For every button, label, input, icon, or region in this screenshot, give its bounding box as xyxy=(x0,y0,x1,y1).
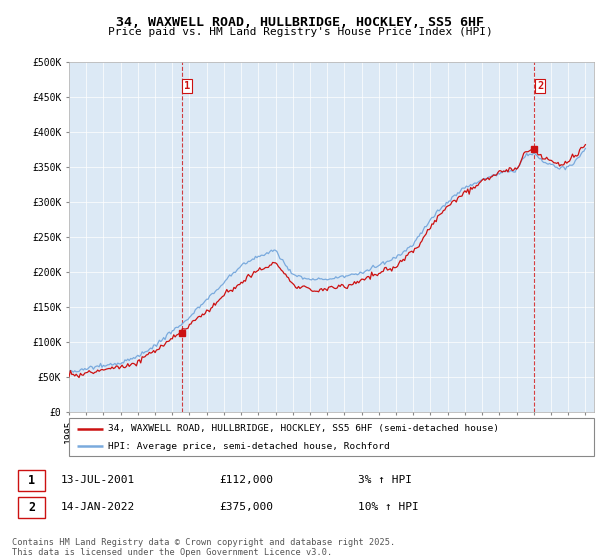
Text: 1: 1 xyxy=(184,81,190,91)
Text: 34, WAXWELL ROAD, HULLBRIDGE, HOCKLEY, SS5 6HF: 34, WAXWELL ROAD, HULLBRIDGE, HOCKLEY, S… xyxy=(116,16,484,29)
FancyBboxPatch shape xyxy=(18,469,46,491)
Text: 14-JAN-2022: 14-JAN-2022 xyxy=(61,502,135,512)
Text: £375,000: £375,000 xyxy=(220,502,274,512)
Text: HPI: Average price, semi-detached house, Rochford: HPI: Average price, semi-detached house,… xyxy=(109,442,390,451)
FancyBboxPatch shape xyxy=(18,497,46,517)
Text: Price paid vs. HM Land Registry's House Price Index (HPI): Price paid vs. HM Land Registry's House … xyxy=(107,27,493,37)
Text: 10% ↑ HPI: 10% ↑ HPI xyxy=(358,502,418,512)
Text: 2: 2 xyxy=(28,501,35,514)
Text: 2: 2 xyxy=(537,81,543,91)
Text: 1: 1 xyxy=(28,474,35,487)
Text: 13-JUL-2001: 13-JUL-2001 xyxy=(61,475,135,485)
Text: 3% ↑ HPI: 3% ↑ HPI xyxy=(358,475,412,485)
FancyBboxPatch shape xyxy=(69,418,594,456)
Text: 34, WAXWELL ROAD, HULLBRIDGE, HOCKLEY, SS5 6HF (semi-detached house): 34, WAXWELL ROAD, HULLBRIDGE, HOCKLEY, S… xyxy=(109,424,499,433)
Text: £112,000: £112,000 xyxy=(220,475,274,485)
Text: Contains HM Land Registry data © Crown copyright and database right 2025.
This d: Contains HM Land Registry data © Crown c… xyxy=(12,538,395,557)
